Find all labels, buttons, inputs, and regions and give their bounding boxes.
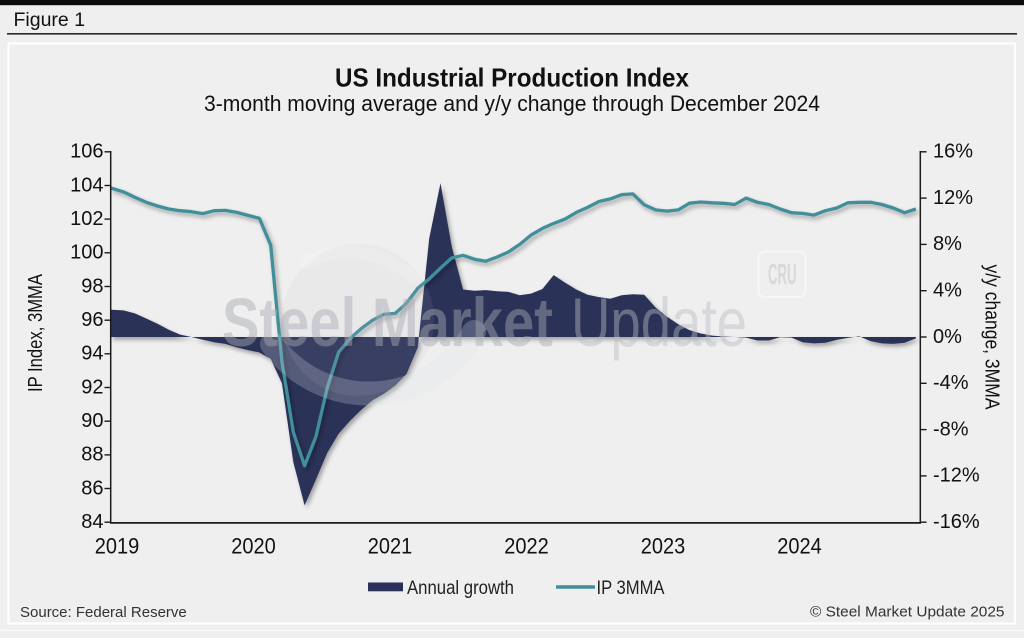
svg-text:0%: 0%: [933, 326, 962, 348]
svg-text:100: 100: [70, 242, 103, 264]
svg-text:94: 94: [81, 343, 103, 365]
svg-text:US Industrial Production Index: US Industrial Production Index: [335, 63, 690, 93]
svg-text:8%: 8%: [933, 233, 962, 255]
svg-text:Source: Federal Reserve: Source: Federal Reserve: [20, 604, 187, 621]
svg-text:2023: 2023: [641, 534, 686, 559]
svg-text:Figure 1: Figure 1: [14, 9, 86, 31]
svg-text:90: 90: [81, 410, 103, 432]
svg-text:98: 98: [81, 275, 103, 297]
svg-text:Annual growth: Annual growth: [407, 577, 514, 599]
svg-text:104: 104: [70, 174, 103, 196]
svg-text:102: 102: [70, 208, 103, 230]
svg-text:84: 84: [81, 511, 103, 533]
svg-text:92: 92: [81, 376, 103, 398]
svg-text:2019: 2019: [95, 534, 140, 559]
svg-text:CRU: CRU: [768, 259, 797, 291]
svg-text:-12%: -12%: [933, 465, 980, 487]
svg-text:96: 96: [81, 309, 103, 331]
svg-text:y/y change, 3MMA: y/y change, 3MMA: [981, 265, 1003, 411]
svg-text:IP Index, 3MMA: IP Index, 3MMA: [25, 273, 47, 392]
svg-text:86: 86: [81, 477, 103, 499]
svg-text:-4%: -4%: [933, 372, 969, 394]
svg-text:IP 3MMA: IP 3MMA: [597, 577, 665, 599]
svg-text:© Steel Market Update 2025: © Steel Market Update 2025: [810, 604, 1005, 621]
svg-text:16%: 16%: [933, 141, 973, 163]
svg-text:Update: Update: [571, 284, 747, 361]
svg-text:-8%: -8%: [933, 418, 969, 440]
svg-text:Steel Market: Steel Market: [222, 284, 553, 361]
svg-text:106: 106: [70, 141, 103, 163]
svg-text:2024: 2024: [777, 534, 822, 559]
svg-text:88: 88: [81, 444, 103, 466]
svg-text:2021: 2021: [368, 534, 413, 559]
svg-text:-16%: -16%: [933, 511, 980, 533]
svg-text:12%: 12%: [933, 187, 973, 209]
svg-text:2020: 2020: [231, 534, 276, 559]
svg-text:3-month moving average and y/y: 3-month moving average and y/y change th…: [204, 91, 820, 116]
svg-text:4%: 4%: [933, 279, 962, 301]
svg-text:2022: 2022: [504, 534, 549, 559]
